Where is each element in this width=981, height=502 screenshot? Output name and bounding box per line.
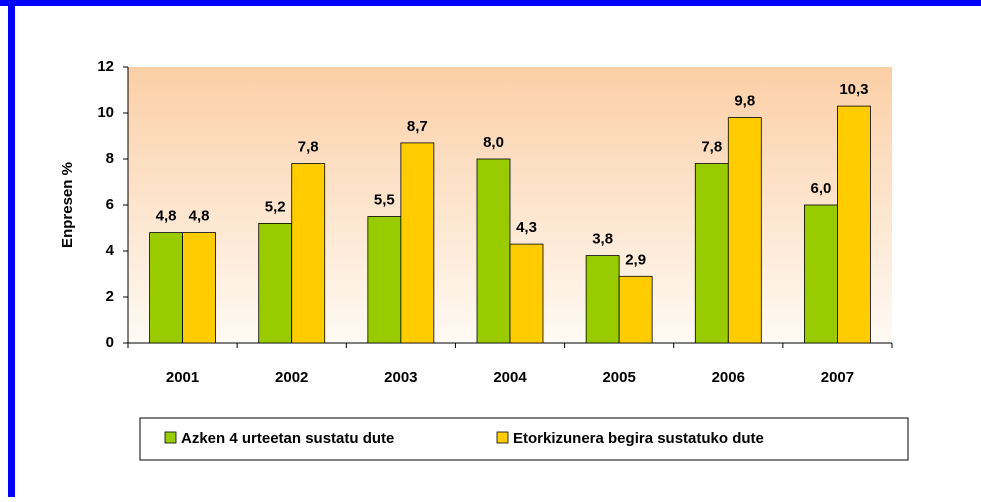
legend-label: Azken 4 urteetan sustatu dute: [181, 430, 394, 447]
y-axis-label: Enpresen %: [59, 162, 76, 248]
bar: [585, 255, 620, 344]
data-label: 5,2: [265, 198, 286, 215]
data-label: 7,8: [298, 139, 319, 156]
bar: [149, 232, 183, 344]
y-tick-label: 8: [106, 150, 114, 167]
bar: [476, 158, 511, 344]
bar: [727, 117, 762, 344]
data-label: 7,8: [701, 139, 722, 156]
bar: [618, 275, 653, 344]
frame-top: [0, 0, 981, 6]
y-tick-label: 10: [97, 104, 114, 121]
y-tick-label: 4: [106, 242, 115, 259]
x-tick-label: 2005: [602, 369, 635, 386]
y-tick-label: 12: [97, 58, 114, 75]
x-tick-label: 2002: [275, 369, 308, 386]
bar: [837, 105, 871, 344]
bar: [367, 216, 402, 344]
x-tick-label: 2001: [166, 369, 199, 386]
frame-left: [8, 0, 15, 497]
legend-swatch: [496, 431, 509, 444]
bar: [509, 243, 544, 344]
data-label: 4,8: [189, 208, 210, 225]
y-tick-label: 0: [106, 334, 114, 351]
bar: [182, 232, 216, 344]
data-label: 10,3: [839, 81, 868, 98]
bar: [291, 163, 326, 344]
x-tick-label: 2004: [493, 369, 527, 386]
data-label: 8,7: [407, 118, 428, 135]
data-label: 6,0: [810, 180, 831, 197]
data-label: 9,8: [734, 93, 755, 110]
data-label: 4,3: [516, 219, 537, 236]
y-tick-label: 2: [106, 288, 114, 305]
bar: [400, 142, 435, 344]
y-tick-label: 6: [106, 196, 114, 213]
legend-label: Etorkizunera begira sustatuko dute: [513, 430, 764, 447]
legend-swatch: [164, 431, 177, 444]
x-tick-label: 2006: [712, 369, 745, 386]
bar: [694, 163, 729, 344]
data-label: 3,8: [592, 231, 613, 248]
legend: [139, 417, 909, 461]
x-tick-label: 2007: [821, 369, 854, 386]
bar: [258, 222, 293, 344]
x-tick-label: 2003: [384, 369, 417, 386]
data-label: 2,9: [625, 251, 646, 268]
data-label: 5,5: [374, 191, 395, 208]
data-label: 8,0: [483, 134, 504, 151]
data-label: 4,8: [156, 208, 177, 225]
bar: [804, 204, 838, 344]
